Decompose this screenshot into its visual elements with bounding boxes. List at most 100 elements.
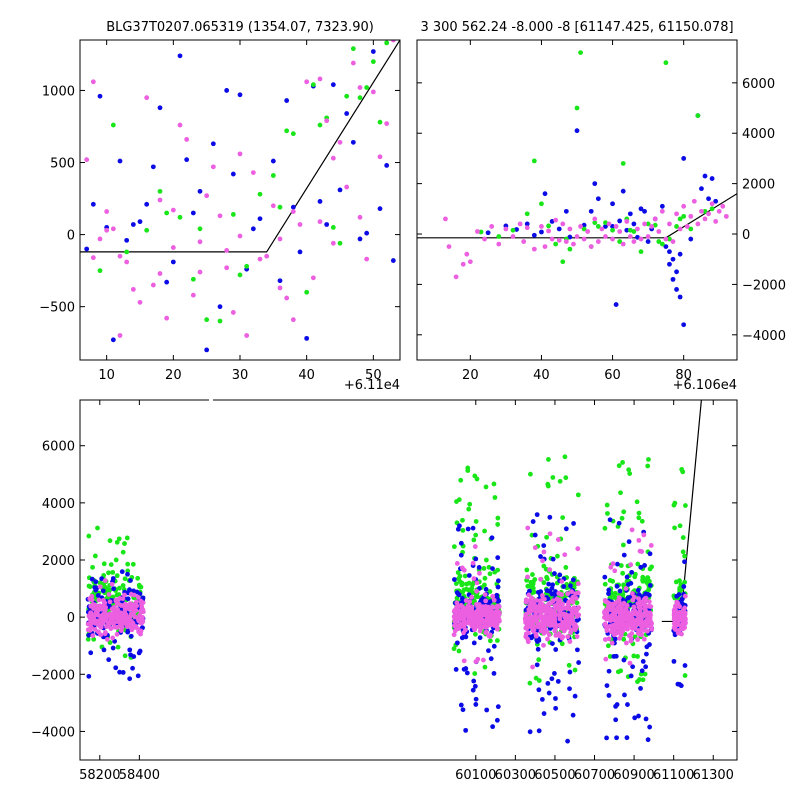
bottom-point-pink [535,623,541,628]
bottom-point-blue [465,526,471,532]
bottom-point-green [640,677,646,683]
bottom-point-green [532,577,538,582]
top-right-point-pink [638,236,644,242]
top-left-point-pink [330,155,336,161]
top-right-x-offset-label: +6.106e4 [673,378,737,393]
bottom-point-blue [471,678,477,684]
bottom-point-pink [607,624,612,629]
top-right-point-blue [631,221,637,227]
bottom-point-blue [642,563,647,568]
bottom-point-pink [682,612,687,618]
bottom-point-pink [525,574,530,580]
bottom-point-pink [85,621,91,627]
bottom-point-pink [617,595,622,601]
bottom-point-green [483,557,489,563]
bottom-point-pink [494,626,500,632]
top-right-point-pink [560,221,566,227]
bottom-point-pink [89,593,95,599]
bottom-point-blue [617,588,623,594]
top-left-point-pink [104,227,110,233]
bottom-point-pink [561,628,567,634]
bottom-point-blue [604,683,610,689]
bottom-plot-area [85,400,702,744]
top-left-point-blue [277,278,283,284]
bottom-point-pink [615,598,621,604]
bottom-point-green [116,536,122,542]
top-right-point-blue [642,208,647,214]
bottom-point-green [635,654,640,659]
top-left-point-green [277,204,283,210]
bottom-point-green [465,468,471,473]
top-left-x-tick-label: 40 [298,368,315,383]
bottom-point-green [473,532,479,538]
bottom-point-pink [136,615,142,621]
bottom-point-green [616,463,622,469]
top-left-point-pink [97,236,103,242]
bottom-x-tick-label: 58400 [119,768,160,783]
bottom-point-blue [639,668,645,674]
bottom-point-pink [133,607,139,613]
top-right-point-blue [638,206,644,212]
top-left-point-pink [364,256,370,262]
top-right-point-pink [656,229,662,234]
bottom-point-pink [97,584,103,590]
top-left-point-pink [257,256,263,262]
bottom-point-green [607,577,613,583]
bottom-point-blue [491,670,497,676]
bottom-point-pink [610,561,616,567]
bottom-point-pink [97,618,103,624]
bottom-point-pink [525,639,531,645]
bottom-point-pink [538,576,543,582]
bottom-point-green [620,570,626,576]
top-left-point-blue [284,98,290,103]
top-left-point-green [124,249,130,255]
bottom-point-green [530,585,536,591]
bottom-point-green [108,562,114,568]
bottom-point-pink [109,606,115,612]
bottom-point-pink [135,594,141,600]
top-right-point-blue [681,156,687,161]
bottom-point-blue [99,576,105,582]
top-right-point-green [578,50,583,55]
bottom-point-blue [635,587,641,593]
top-right-point-green [496,234,502,239]
top-left-point-blue [290,204,296,210]
top-right-point-pink [592,216,598,222]
top-right-point-blue [588,208,594,214]
top-left-point-pink [324,118,330,124]
bottom-point-blue [135,673,141,679]
top-left-y-tick-label: 1000 [42,84,75,99]
top-right-point-pink [446,244,452,250]
bottom-point-blue [536,687,542,693]
bottom-point-blue [534,512,540,518]
bottom-point-green [472,631,478,637]
top-left-point-green [177,214,183,220]
bottom-point-blue [134,589,140,595]
bottom-point-pink [632,618,638,624]
bottom-point-pink [560,601,565,607]
bottom-point-pink [527,606,533,612]
top-right-point-pink [663,236,669,242]
bottom-point-blue [470,525,476,531]
bottom-point-green [546,457,551,462]
top-left-point-pink [297,222,303,227]
bottom-point-pink [627,615,633,621]
bottom-point-pink [574,634,580,639]
bottom-point-pink [533,610,539,616]
bottom-point-pink [100,620,106,626]
bottom-point-blue [494,717,500,723]
top-right-point-blue [531,232,537,238]
bottom-point-blue [532,532,538,538]
top-right-point-green [574,105,580,111]
bottom-point-blue [491,643,497,649]
top-left-point-blue [124,237,130,243]
top-right-y-tick-label: −2000 [742,278,786,293]
bottom-point-pink [617,615,623,621]
bottom-point-blue [572,693,578,699]
bottom-point-pink [490,604,496,610]
bottom-point-blue [473,556,479,562]
bottom-point-blue [563,526,569,532]
bottom-point-green [530,581,536,587]
bottom-point-blue [455,591,461,597]
